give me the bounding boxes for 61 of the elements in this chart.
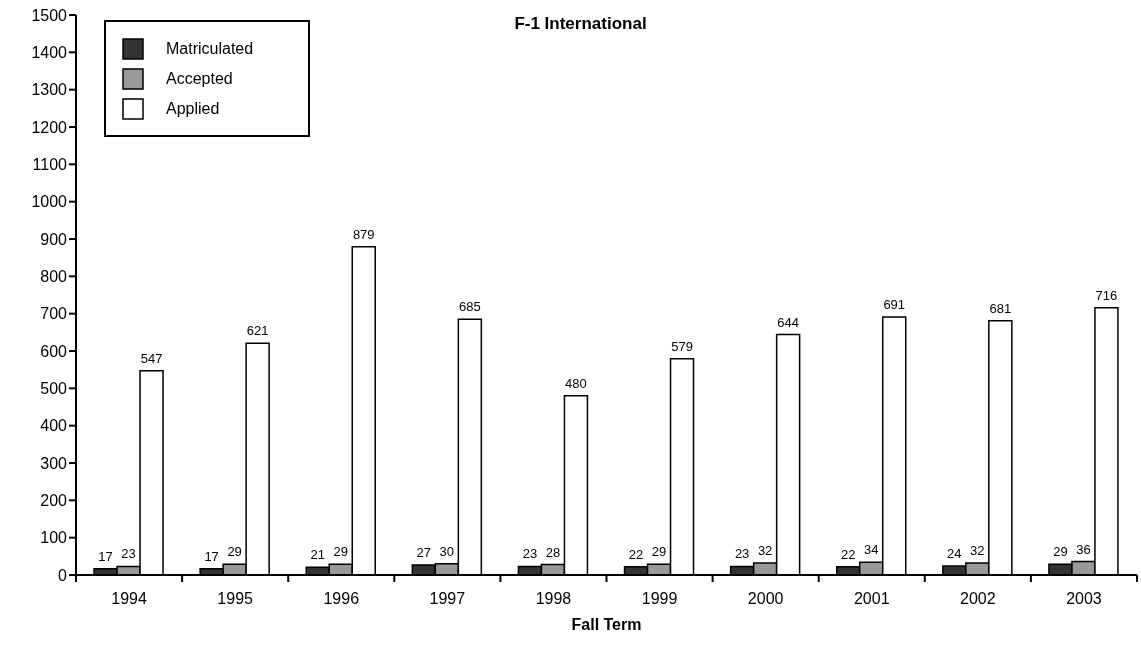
- legend-label: Matriculated: [166, 40, 254, 58]
- data-label: 27: [416, 544, 432, 560]
- y-tick-label: 100: [40, 529, 68, 547]
- data-label: 17: [204, 548, 219, 564]
- data-label: 32: [757, 543, 773, 559]
- data-label: 30: [439, 543, 455, 559]
- data-label: 480: [565, 375, 587, 391]
- x-tick-label: 2001: [853, 590, 890, 607]
- data-label: 28: [545, 544, 561, 560]
- x-tick-label: 2003: [1066, 590, 1102, 607]
- y-tick-label: 1500: [31, 6, 68, 24]
- data-label: 34: [864, 542, 879, 558]
- data-label: 22: [628, 546, 644, 562]
- y-tick-label: 1100: [32, 156, 68, 174]
- legend-label: Applied: [166, 100, 220, 118]
- chart-title: F-1 International: [514, 14, 647, 33]
- x-tick-label: 2000: [747, 590, 784, 607]
- data-label: 621: [246, 323, 269, 339]
- y-tick-label: 400: [40, 417, 68, 435]
- data-label: 691: [883, 297, 906, 313]
- y-tick-label: 1300: [31, 81, 68, 99]
- data-label: 23: [121, 546, 136, 562]
- data-label: 29: [227, 544, 242, 560]
- data-label: 644: [777, 314, 799, 330]
- data-label: 547: [140, 350, 163, 366]
- data-label: 29: [651, 544, 667, 560]
- x-tick-label: 1997: [429, 590, 466, 607]
- data-label: 17: [98, 548, 113, 564]
- y-tick-label: 900: [40, 230, 68, 248]
- y-tick-label: 1400: [31, 44, 68, 62]
- x-tick-label: 1998: [535, 590, 572, 607]
- data-label: 685: [458, 299, 481, 315]
- data-label: 24: [947, 546, 962, 562]
- data-label: 29: [1053, 544, 1068, 560]
- y-tick-label: 500: [40, 380, 68, 398]
- data-label: 681: [989, 300, 1012, 316]
- y-tick-label: 0: [58, 566, 68, 584]
- data-label: 29: [333, 544, 348, 560]
- x-tick-label: 1996: [323, 590, 360, 607]
- data-label: 23: [734, 546, 750, 562]
- legend-label: Accepted: [166, 70, 233, 88]
- x-tick-label: 1994: [111, 590, 147, 607]
- data-label: 22: [841, 546, 856, 562]
- x-tick-label: 1999: [641, 590, 678, 607]
- data-label: 716: [1095, 287, 1118, 303]
- y-tick-label: 800: [40, 268, 68, 286]
- y-tick-label: 1000: [31, 193, 68, 211]
- data-label: 879: [352, 226, 375, 242]
- data-label: 23: [522, 546, 538, 562]
- data-label: 36: [1076, 541, 1091, 557]
- y-tick-label: 600: [40, 342, 68, 360]
- data-label: 32: [970, 543, 985, 559]
- x-tick-label: 2002: [960, 590, 996, 607]
- x-axis-title: Fall Term: [571, 616, 642, 633]
- y-tick-label: 300: [40, 454, 68, 472]
- y-tick-label: 1200: [31, 118, 68, 136]
- data-label: 21: [310, 547, 325, 563]
- y-tick-label: 200: [40, 492, 68, 510]
- x-tick-label: 1995: [217, 590, 254, 607]
- y-tick-label: 700: [40, 305, 68, 323]
- data-label: 579: [671, 338, 693, 354]
